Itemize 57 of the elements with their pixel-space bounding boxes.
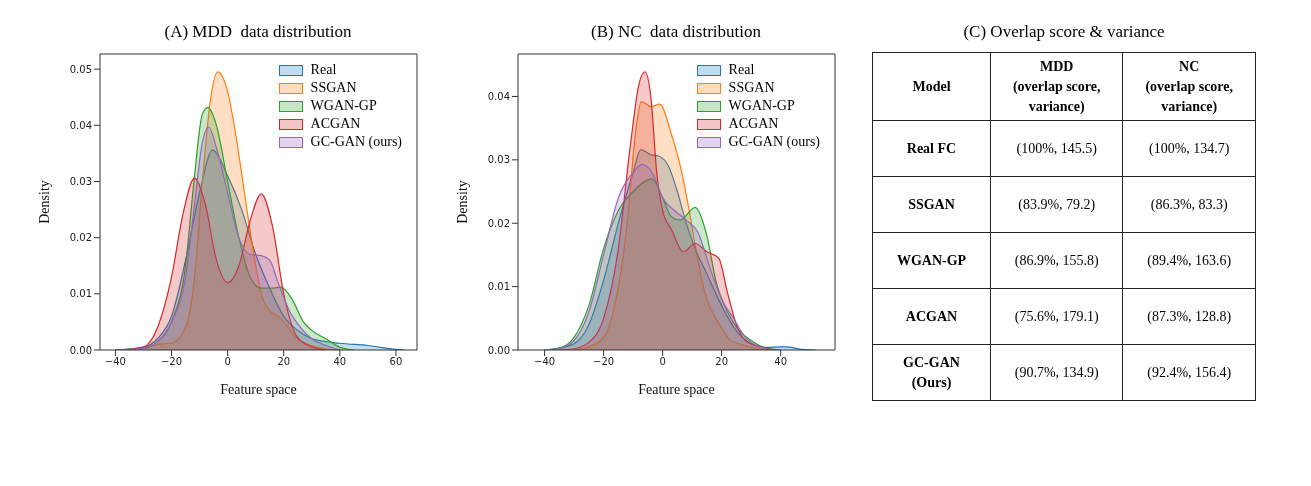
y-axis-title: Density: [36, 180, 52, 224]
x-tick-label: 40: [333, 356, 347, 368]
text: SSGAN: [872, 176, 991, 233]
text: (89.4%, 163.6): [1122, 232, 1256, 289]
text: (100%, 134.7): [1122, 120, 1256, 177]
x-tick-label: 40: [774, 356, 788, 368]
text: (C) Overlap score & variance: [962, 22, 1166, 42]
legend-label: GC-GAN (ours): [310, 133, 402, 151]
text: (90.7%, 134.9): [990, 344, 1123, 401]
x-tick-label: −20: [160, 356, 183, 368]
chart-title: (A) MDD data distribution: [163, 22, 353, 42]
legend-label: Real: [728, 61, 755, 79]
text: WGAN-GP: [872, 232, 991, 289]
y-tick-label: 0.00: [69, 344, 92, 356]
x-tick-label: −40: [104, 356, 126, 368]
y-tick-label: 0.04: [487, 91, 510, 103]
text: NC (overlap score, variance): [1122, 52, 1256, 121]
text: (100%, 145.5): [990, 120, 1123, 177]
x-tick-label: 20: [715, 356, 729, 368]
x-axis-title: Feature space: [220, 382, 297, 397]
y-tick-label: 0.01: [69, 288, 92, 300]
text: ACGAN: [872, 288, 991, 345]
y-tick-label: 0.04: [69, 119, 92, 131]
text: (75.6%, 179.1): [990, 288, 1123, 345]
y-tick-label: 0.03: [487, 154, 510, 166]
x-tick-label: 20: [277, 356, 291, 368]
text: (83.9%, 79.2): [990, 176, 1123, 233]
y-tick-label: 0.03: [69, 176, 92, 188]
x-tick-label: −40: [534, 356, 556, 368]
y-tick-label: 0.02: [69, 232, 92, 244]
legend-label: SSGAN: [310, 79, 357, 97]
y-tick-label: 0.00: [487, 344, 510, 356]
y-tick-label: 0.01: [487, 281, 510, 293]
legend-label: GC-GAN (ours): [728, 133, 820, 151]
x-tick-label: −20: [593, 356, 615, 368]
text: (86.9%, 155.8): [990, 232, 1123, 289]
text: GC-GAN (Ours): [872, 344, 991, 401]
legend-label: WGAN-GP: [728, 97, 795, 115]
text: MDD (overlap score, variance): [990, 52, 1123, 121]
chart-title: (B) NC data distribution: [590, 22, 762, 42]
legend-label: SSGAN: [728, 79, 775, 97]
y-axis-title: Density: [454, 180, 470, 224]
x-tick-label: 60: [389, 356, 403, 368]
text: (86.3%, 83.3): [1122, 176, 1256, 233]
text: Model: [872, 52, 991, 121]
y-tick-label: 0.02: [487, 217, 510, 229]
text: (92.4%, 156.4): [1122, 344, 1256, 401]
x-tick-label: 0: [659, 356, 666, 368]
x-tick-label: 0: [224, 356, 231, 368]
text: Real FC: [872, 120, 991, 177]
x-axis-title: Feature space: [638, 382, 715, 397]
legend-label: ACGAN: [728, 115, 779, 133]
text: (87.3%, 128.8): [1122, 288, 1256, 345]
legend-label: Real: [310, 61, 337, 79]
legend-label: WGAN-GP: [310, 97, 377, 115]
legend-label: ACGAN: [310, 115, 361, 133]
y-tick-label: 0.05: [69, 63, 92, 75]
